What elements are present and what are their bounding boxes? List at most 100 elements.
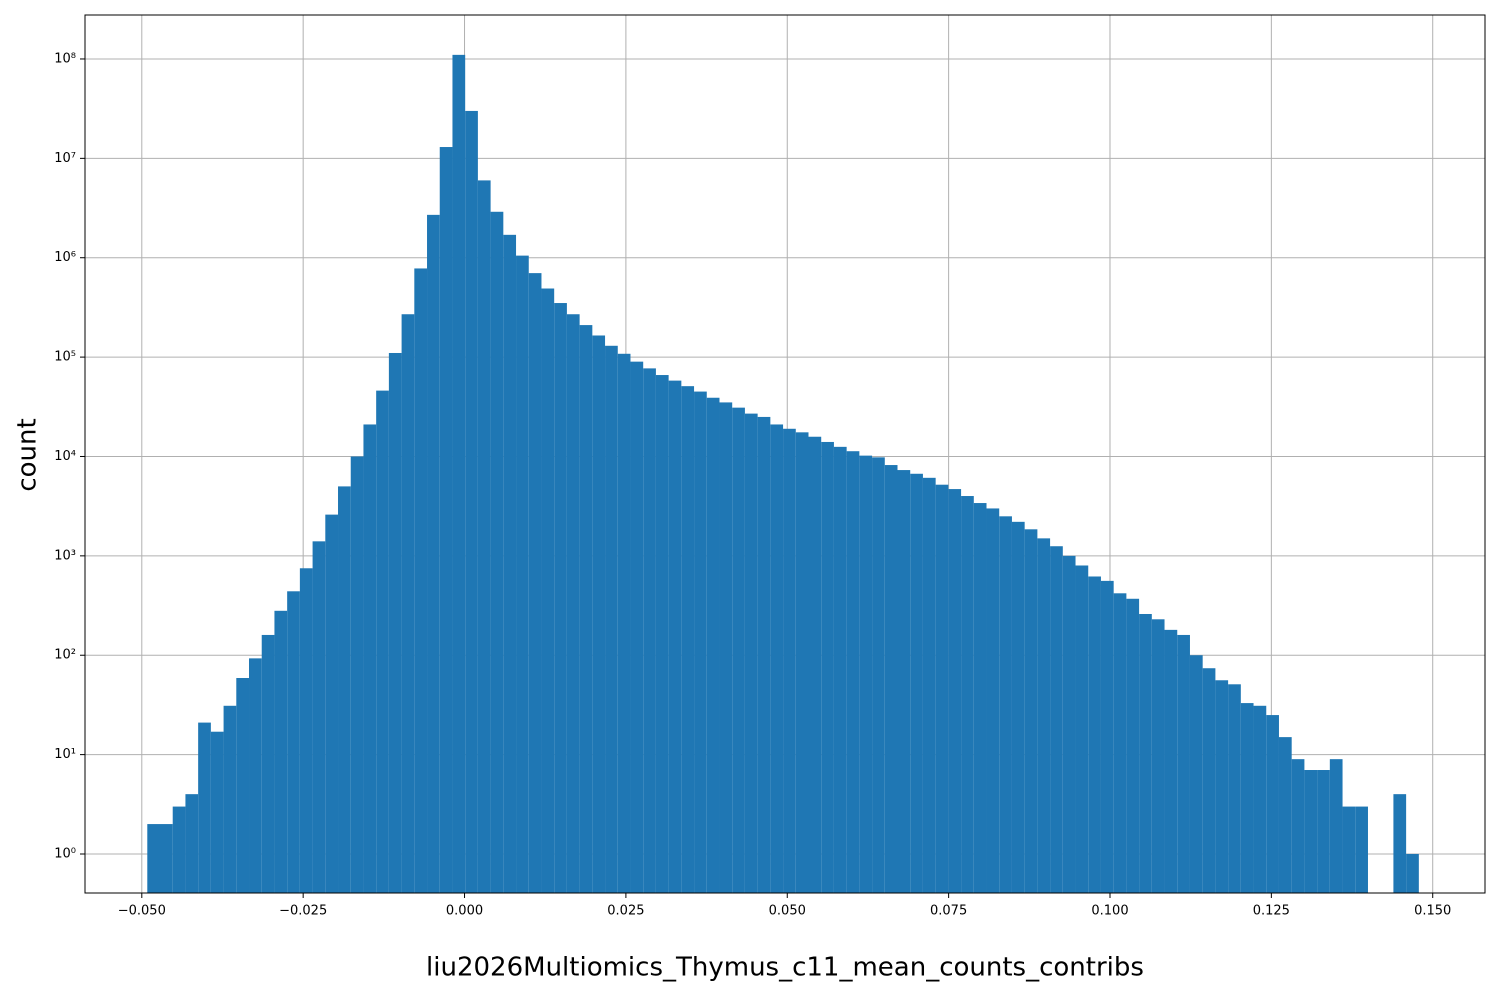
bar — [605, 345, 618, 893]
x-tick-label: 0.100 — [1091, 904, 1128, 919]
bar — [236, 678, 250, 893]
bar — [681, 386, 695, 893]
bar — [872, 457, 885, 893]
bar — [948, 489, 962, 893]
bar — [261, 634, 275, 893]
bar — [1329, 759, 1343, 893]
bar — [1228, 684, 1241, 893]
bar — [528, 273, 542, 894]
bar — [490, 211, 504, 894]
bar — [910, 473, 923, 893]
bar — [1177, 634, 1190, 893]
bar — [744, 413, 758, 893]
bar — [1215, 680, 1229, 893]
bar — [1075, 565, 1089, 893]
bar — [1113, 593, 1127, 893]
bar — [935, 484, 949, 893]
bar — [274, 610, 288, 893]
bar — [401, 314, 415, 893]
bar — [1164, 629, 1178, 893]
bar — [287, 591, 300, 893]
bar — [922, 477, 936, 893]
bar — [1037, 538, 1051, 893]
bar — [350, 456, 364, 893]
bar — [1100, 580, 1114, 893]
bar — [223, 705, 237, 893]
bar — [1240, 703, 1254, 893]
bar — [770, 424, 784, 893]
bar — [414, 268, 428, 893]
bar — [516, 255, 529, 893]
y-tick-label: 10⁷ — [54, 151, 76, 166]
bar — [198, 722, 211, 893]
bar — [363, 424, 377, 893]
ticks: −0.050 −0.025 0.000 0.025 0.050 0.075 0.100 0.1… — [54, 51, 1451, 918]
bar — [566, 314, 580, 893]
bar — [808, 436, 822, 893]
bar — [617, 353, 631, 893]
bar — [210, 731, 224, 893]
bar — [694, 391, 707, 893]
y-tick-label: 10³ — [54, 548, 76, 563]
x-tick-label: 0.125 — [1253, 904, 1290, 919]
bar — [833, 446, 847, 893]
bar — [325, 514, 339, 893]
y-tick-label: 10⁶ — [54, 250, 76, 265]
bar — [1024, 529, 1038, 893]
bar — [884, 465, 898, 893]
bar — [732, 407, 745, 893]
bar — [338, 486, 351, 893]
x-tick-label: 0.150 — [1414, 904, 1451, 919]
bar — [249, 658, 262, 893]
bar — [1342, 806, 1356, 893]
bar — [1126, 598, 1140, 893]
y-tick-label: 10² — [54, 648, 76, 663]
bar — [185, 794, 199, 893]
bar — [503, 234, 517, 893]
bar — [706, 397, 720, 893]
x-axis-title: liu2026Multiomics_Thymus_c11_mean_counts… — [426, 953, 1144, 983]
bars — [147, 54, 1419, 894]
y-tick-label: 10⁴ — [54, 449, 76, 464]
bar — [1088, 576, 1101, 893]
y-tick-label: 10¹ — [54, 747, 76, 762]
bar — [147, 824, 161, 893]
bar — [1062, 555, 1076, 893]
x-tick-label: −0.050 — [118, 904, 166, 919]
bar — [643, 368, 656, 893]
bar — [172, 806, 186, 893]
bar — [1151, 619, 1165, 893]
bar — [897, 470, 911, 893]
bar — [1266, 715, 1279, 893]
bar — [160, 824, 173, 893]
x-tick-label: 0.050 — [769, 904, 806, 919]
y-tick-label: 10⁰ — [54, 846, 76, 861]
bar — [655, 375, 669, 893]
bar — [999, 516, 1012, 893]
bar — [1202, 668, 1216, 893]
y-tick-label: 10⁸ — [54, 51, 76, 66]
bar — [1253, 705, 1267, 893]
bar — [1393, 794, 1407, 893]
x-tick-label: 0.075 — [930, 904, 967, 919]
bar — [465, 110, 478, 893]
bar — [986, 508, 1000, 893]
bar — [783, 428, 796, 893]
bar — [961, 496, 974, 893]
bar — [973, 503, 987, 893]
y-tick-label: 10⁵ — [54, 350, 76, 365]
bar — [439, 147, 453, 893]
bar — [1189, 655, 1203, 893]
bar — [668, 380, 682, 893]
bar — [477, 180, 491, 893]
bar — [1406, 853, 1419, 893]
x-tick-label: 0.000 — [446, 904, 483, 919]
bar — [1304, 770, 1318, 893]
bar — [630, 361, 644, 893]
bar — [452, 54, 466, 894]
bar — [1050, 546, 1063, 893]
bar — [388, 352, 402, 894]
bar — [795, 432, 809, 893]
bar — [427, 214, 440, 893]
